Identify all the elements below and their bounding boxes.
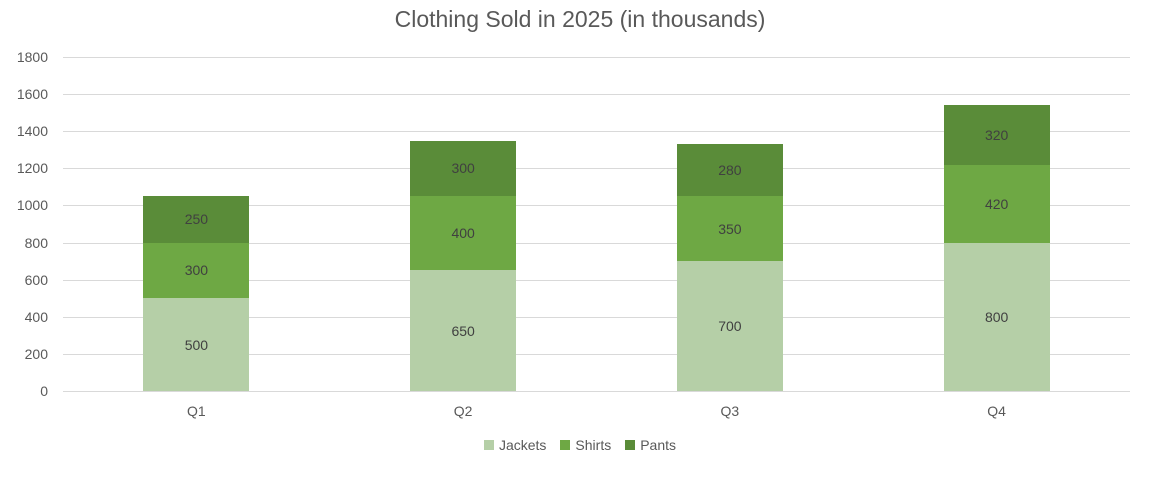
bar-segment-jackets[interactable]: 650 bbox=[410, 270, 517, 391]
bar-segment-jackets[interactable]: 800 bbox=[943, 242, 1050, 391]
legend-item-shirts[interactable]: Shirts bbox=[560, 437, 611, 453]
bar-segment-shirts[interactable]: 400 bbox=[410, 196, 517, 271]
legend-swatch-icon bbox=[560, 440, 571, 450]
bar-segment-pants[interactable]: 250 bbox=[143, 196, 250, 243]
y-tick-label: 1000 bbox=[16, 197, 48, 214]
y-tick-label: 200 bbox=[24, 345, 48, 362]
legend-label: Jackets bbox=[498, 437, 547, 453]
gridline bbox=[63, 131, 1130, 133]
data-label: 700 bbox=[718, 318, 742, 335]
data-label: 280 bbox=[718, 162, 742, 179]
legend-swatch-icon bbox=[483, 440, 494, 450]
gridline bbox=[63, 391, 1130, 392]
plot-area: 500 300 250 650 400 300 700 350 280 800 420 320 bbox=[63, 57, 1130, 392]
x-tick-label: Q4 bbox=[987, 403, 1006, 419]
x-tick-label: Q3 bbox=[720, 403, 740, 419]
y-tick-label: 1600 bbox=[16, 86, 48, 103]
bar-segment-pants[interactable]: 320 bbox=[943, 105, 1050, 165]
chart-title: Clothing Sold in 2025 (in thousands) bbox=[394, 6, 766, 32]
data-label: 650 bbox=[451, 322, 475, 339]
y-tick-label: 1200 bbox=[16, 160, 48, 177]
y-tick-label: 800 bbox=[24, 234, 48, 251]
gridline bbox=[63, 168, 1130, 170]
y-tick-label: 400 bbox=[24, 308, 48, 325]
data-label: 320 bbox=[984, 126, 1009, 143]
data-label: 250 bbox=[184, 211, 209, 228]
gridline bbox=[63, 94, 1130, 96]
data-label: 500 bbox=[184, 336, 209, 353]
bar-segment-pants[interactable]: 280 bbox=[676, 144, 783, 197]
stacked-bar-q4[interactable]: 800 420 320 bbox=[943, 57, 1050, 391]
legend-item-pants[interactable]: Pants bbox=[625, 437, 676, 453]
bar-segment-shirts[interactable]: 350 bbox=[676, 196, 783, 262]
bar-segment-jackets[interactable]: 500 bbox=[143, 298, 250, 391]
x-tick-label: Q2 bbox=[453, 403, 473, 419]
stacked-bar-q3[interactable]: 700 350 280 bbox=[676, 57, 783, 391]
data-label: 400 bbox=[451, 225, 475, 242]
data-label: 300 bbox=[184, 262, 209, 279]
gridline bbox=[63, 57, 1130, 58]
data-label: 420 bbox=[984, 195, 1009, 212]
gridline bbox=[63, 316, 1130, 318]
legend-label: Pants bbox=[640, 437, 677, 453]
bar-segment-shirts[interactable]: 300 bbox=[143, 242, 250, 299]
x-tick-label: Q1 bbox=[187, 403, 206, 419]
data-label: 800 bbox=[984, 308, 1009, 325]
bar-segment-jackets[interactable]: 700 bbox=[676, 261, 783, 391]
gridline bbox=[63, 279, 1130, 281]
bar-segment-shirts[interactable]: 420 bbox=[943, 164, 1050, 243]
legend-label: Shirts bbox=[575, 437, 612, 453]
data-label: 350 bbox=[718, 220, 742, 237]
legend-item-jackets[interactable]: Jackets bbox=[483, 437, 547, 453]
y-tick-label: 1800 bbox=[16, 49, 48, 65]
y-tick-label: 0 bbox=[40, 383, 48, 399]
y-tick-label: 600 bbox=[24, 271, 48, 288]
gridline bbox=[63, 205, 1130, 207]
y-tick-label: 1400 bbox=[16, 123, 48, 140]
stacked-bar-q2[interactable]: 650 400 300 bbox=[410, 57, 517, 391]
stacked-bar-q1[interactable]: 500 300 250 bbox=[143, 57, 250, 391]
legend: Jackets Shirts Pants bbox=[0, 437, 1160, 453]
data-label: 300 bbox=[451, 160, 475, 177]
legend-swatch-icon bbox=[625, 440, 636, 450]
gridline bbox=[63, 242, 1130, 244]
bar-segment-pants[interactable]: 300 bbox=[410, 140, 517, 197]
gridline bbox=[63, 353, 1130, 355]
